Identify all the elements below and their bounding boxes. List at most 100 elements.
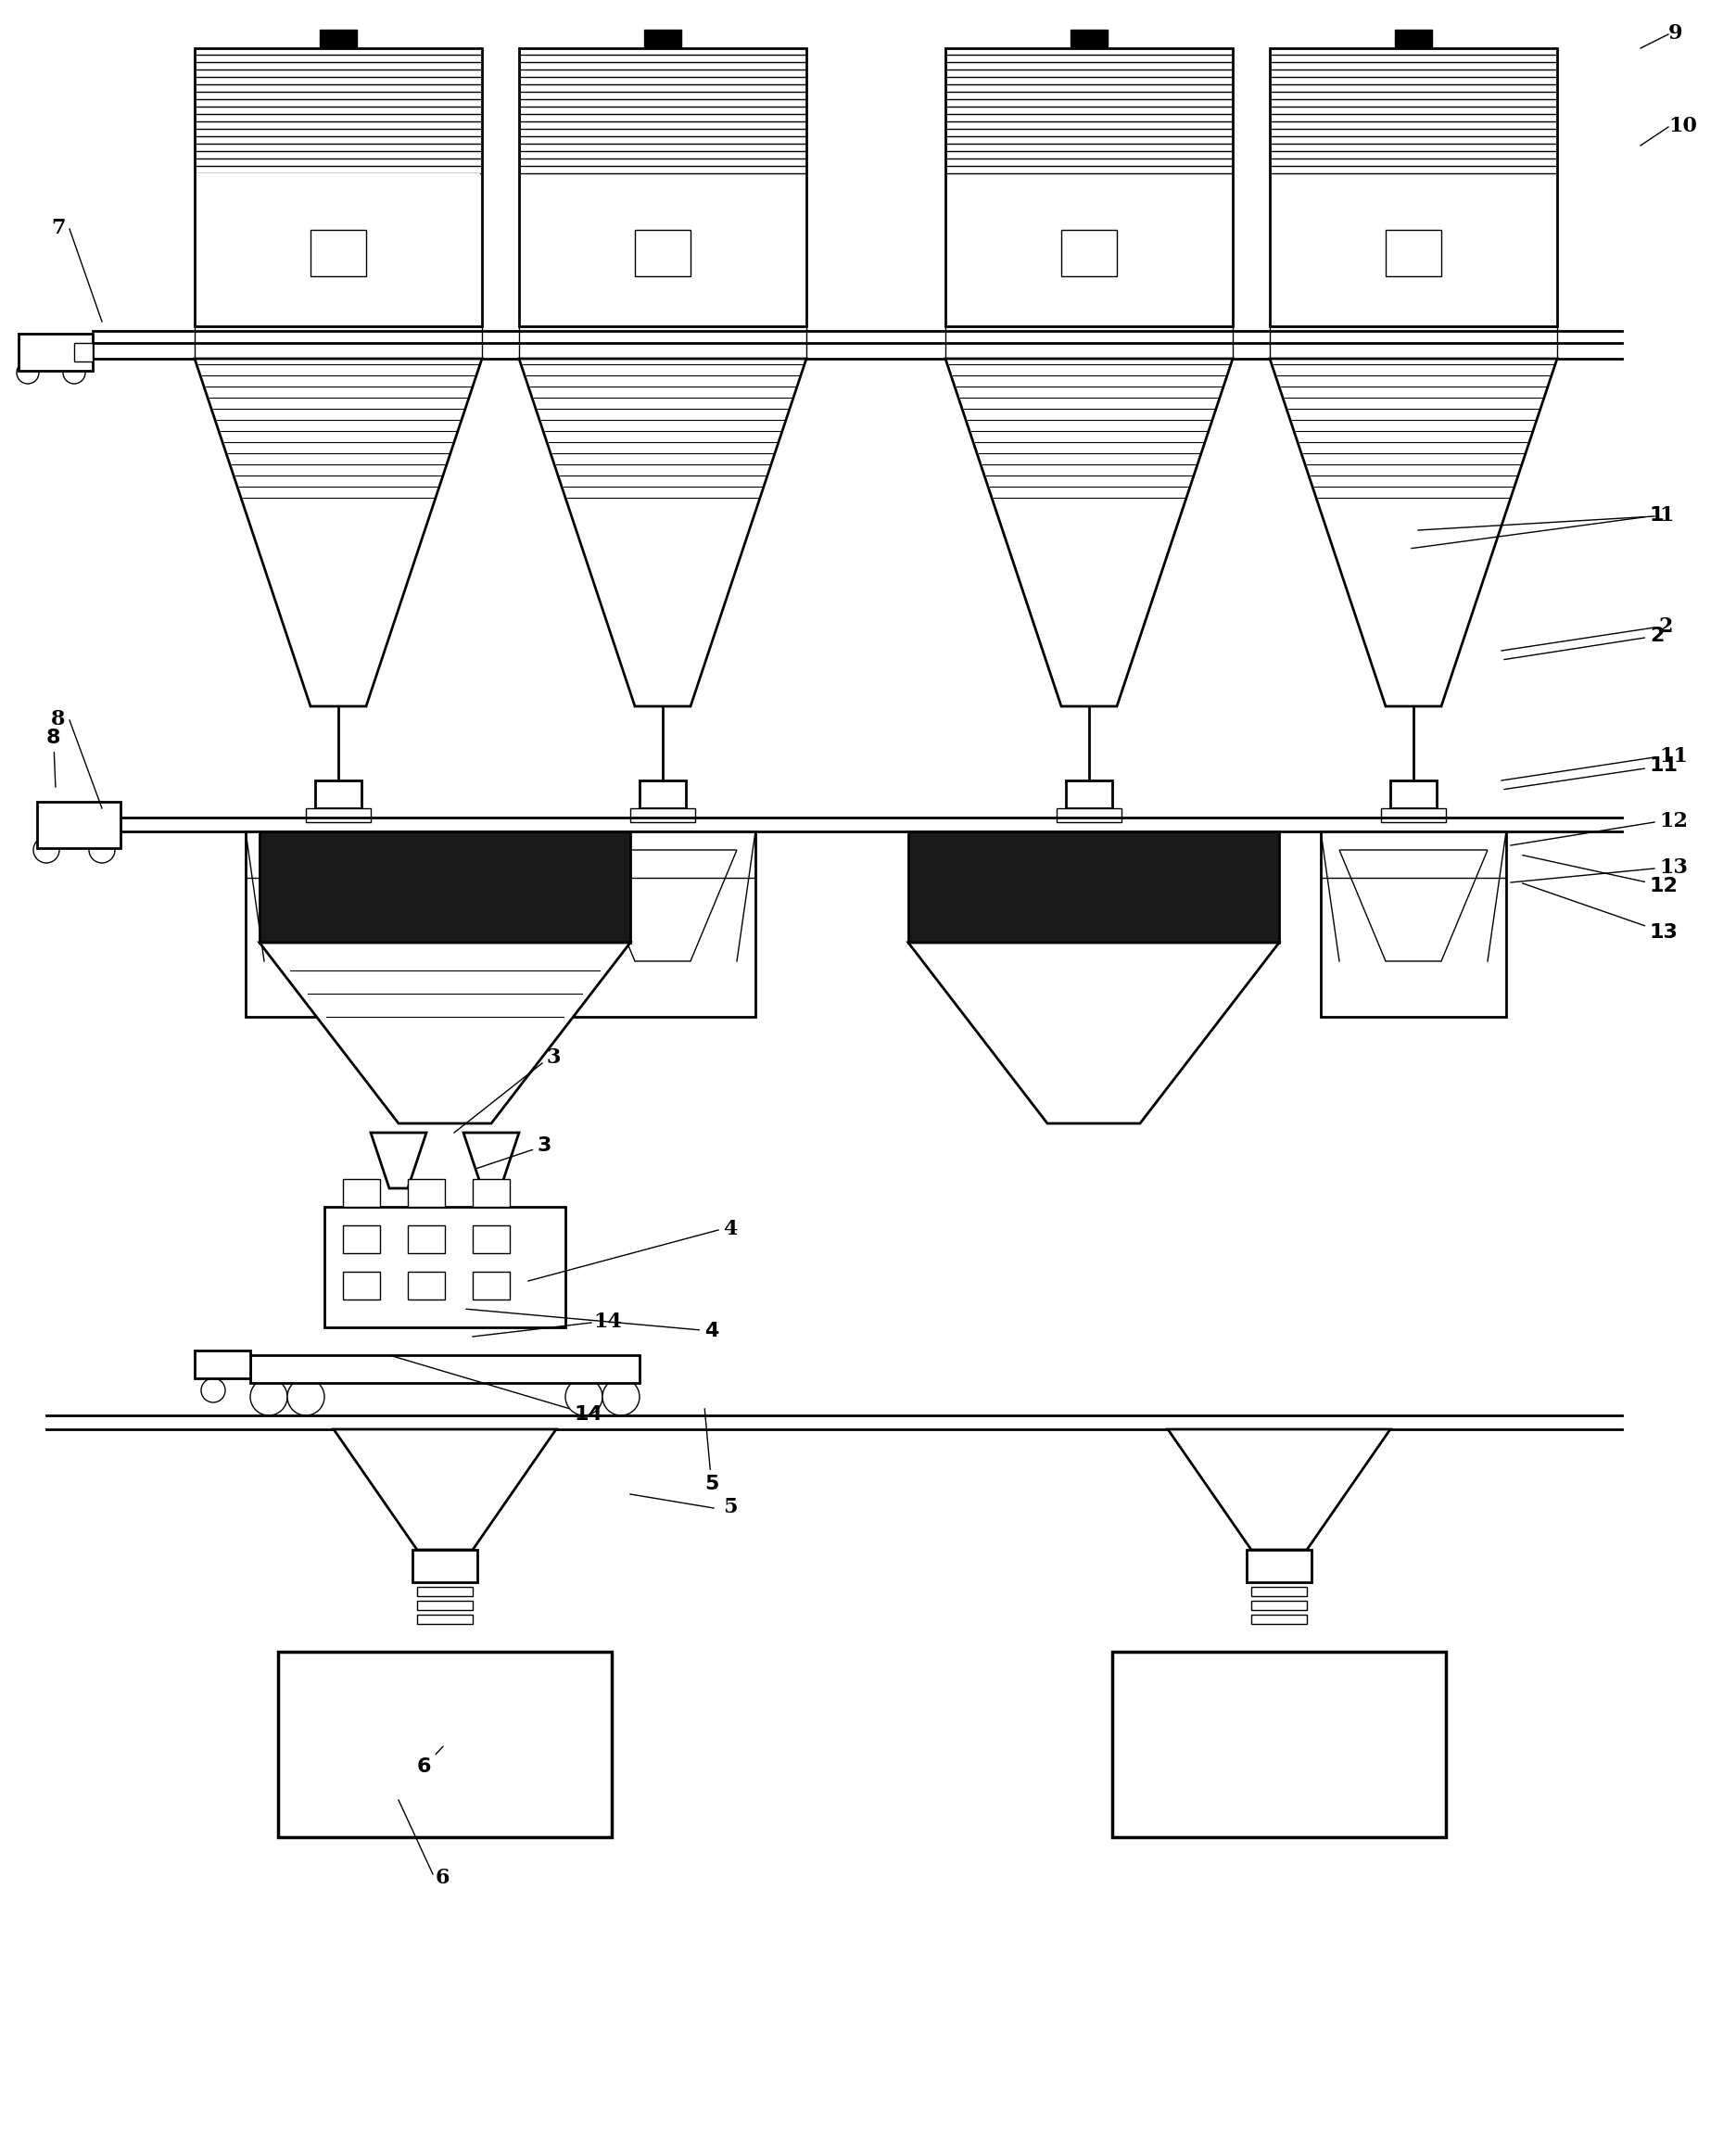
Bar [319, 30, 358, 47]
Bar [413, 1549, 477, 1582]
Text: 4: 4 [465, 1309, 719, 1339]
Bar [472, 1271, 510, 1299]
Bar [408, 1271, 444, 1299]
Bar [472, 1226, 510, 1254]
Circle shape [566, 1378, 602, 1414]
Circle shape [33, 838, 59, 864]
Polygon shape [194, 358, 483, 707]
Circle shape [250, 1378, 288, 1414]
Text: 2: 2 [1503, 626, 1665, 660]
Circle shape [17, 362, 38, 384]
Bar [1057, 808, 1121, 823]
Bar [194, 1350, 250, 1378]
Bar [519, 47, 806, 326]
Text: 12: 12 [1660, 810, 1687, 831]
Polygon shape [1016, 851, 1163, 962]
Bar [344, 1271, 380, 1299]
Text: 3: 3 [476, 1136, 552, 1168]
Bar [1391, 780, 1437, 808]
Polygon shape [372, 1134, 427, 1187]
Bar [1252, 1601, 1307, 1609]
Polygon shape [946, 358, 1233, 707]
Bar [630, 808, 694, 823]
Text: 10: 10 [1668, 116, 1698, 137]
Bar [344, 1226, 380, 1254]
Text: 7: 7 [50, 219, 66, 238]
Bar [408, 1226, 444, 1254]
Circle shape [602, 1378, 639, 1414]
Polygon shape [464, 1134, 519, 1187]
Text: 1: 1 [1411, 506, 1665, 549]
Bar [75, 343, 92, 362]
Bar [1385, 229, 1441, 276]
Text: 8: 8 [50, 709, 66, 729]
Text: 2: 2 [1660, 617, 1674, 636]
Bar [639, 780, 686, 808]
Bar [1321, 831, 1507, 1016]
Circle shape [62, 362, 85, 384]
Polygon shape [259, 943, 630, 1123]
Bar [417, 1586, 472, 1597]
Polygon shape [1338, 851, 1488, 962]
Bar [344, 1179, 380, 1207]
Bar [316, 780, 361, 808]
Bar [635, 229, 691, 276]
Polygon shape [196, 174, 481, 223]
Circle shape [89, 838, 115, 864]
Text: 6: 6 [417, 1747, 443, 1777]
Bar [1061, 229, 1116, 276]
Text: 11: 11 [1503, 756, 1679, 789]
Text: 14: 14 [594, 1312, 621, 1333]
Bar [644, 30, 681, 47]
Text: 12: 12 [1522, 855, 1679, 896]
Polygon shape [908, 943, 1279, 1123]
Text: 14: 14 [392, 1357, 604, 1423]
Text: 1: 1 [1660, 506, 1674, 525]
Bar [417, 1601, 472, 1609]
Bar [325, 1207, 566, 1327]
Bar [19, 334, 92, 371]
Bar [36, 801, 120, 849]
Bar [1071, 30, 1108, 47]
Bar [408, 1179, 444, 1207]
Bar [1269, 47, 1557, 326]
Bar [996, 831, 1182, 1016]
Bar [250, 1354, 639, 1382]
Polygon shape [333, 1429, 556, 1549]
Bar [417, 1614, 472, 1624]
Bar [1252, 1614, 1307, 1624]
Polygon shape [1269, 358, 1557, 707]
Polygon shape [264, 851, 413, 962]
Bar [306, 808, 372, 823]
Bar [569, 831, 755, 1016]
Text: 13: 13 [1522, 883, 1679, 941]
Bar [1113, 1652, 1446, 1837]
Bar [908, 831, 1279, 943]
Bar [1396, 30, 1432, 47]
Text: 3: 3 [547, 1048, 561, 1067]
Bar [278, 1652, 611, 1837]
Text: 5: 5 [705, 1408, 719, 1494]
Bar [946, 47, 1233, 326]
Polygon shape [1168, 1429, 1391, 1549]
Bar [259, 831, 630, 943]
Text: 9: 9 [1668, 24, 1682, 43]
Polygon shape [519, 358, 806, 707]
Bar [1246, 1549, 1311, 1582]
Polygon shape [589, 851, 736, 962]
Bar [245, 831, 431, 1016]
Text: 5: 5 [722, 1498, 738, 1517]
Text: 4: 4 [722, 1219, 738, 1239]
Bar [194, 47, 483, 326]
Text: 11: 11 [1660, 746, 1687, 767]
Bar [1066, 780, 1113, 808]
Bar [311, 229, 366, 276]
Circle shape [288, 1378, 325, 1414]
Bar [472, 1179, 510, 1207]
Text: 13: 13 [1660, 857, 1687, 879]
Circle shape [201, 1378, 226, 1402]
Bar [1382, 808, 1446, 823]
Text: 6: 6 [436, 1869, 450, 1888]
Text: 8: 8 [47, 729, 61, 786]
Bar [1252, 1586, 1307, 1597]
